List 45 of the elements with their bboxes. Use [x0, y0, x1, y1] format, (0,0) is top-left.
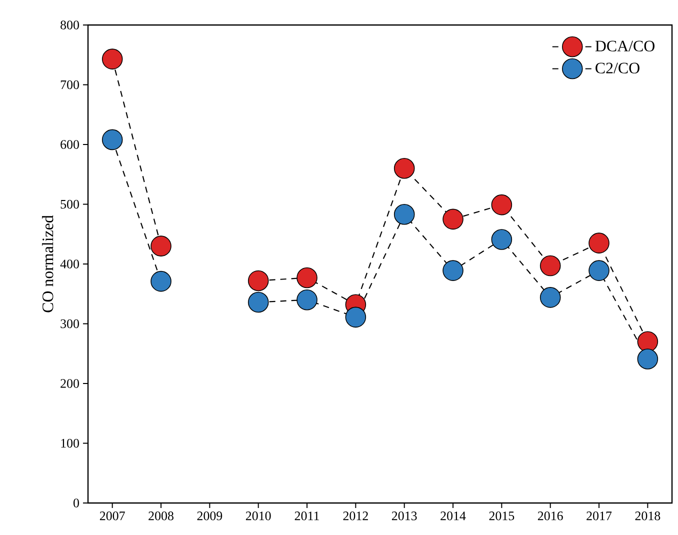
y-tick-label: 800 [60, 20, 79, 30]
point [248, 292, 269, 313]
point [491, 229, 512, 250]
point [102, 48, 123, 70]
point [588, 232, 610, 254]
x-tick-label: 2018 [635, 512, 660, 520]
x-tick-label: 2013 [392, 512, 417, 520]
x-tick-label: 2009 [197, 512, 222, 520]
point [150, 270, 172, 292]
point [345, 306, 366, 328]
y-tick-label: 0 [74, 498, 79, 508]
x-tick-label: 2007 [100, 512, 125, 520]
point [394, 158, 415, 179]
point [442, 260, 464, 281]
legend-label: C2/CO [596, 62, 640, 74]
y-tick-label: 400 [60, 260, 79, 268]
y-tick-label: 300 [60, 319, 79, 328]
y-tick-label: 500 [60, 200, 79, 209]
y-tick-label: 700 [60, 80, 79, 90]
point [102, 129, 123, 150]
point [150, 236, 172, 256]
point [637, 331, 658, 352]
x-tick-label: 2010 [246, 512, 271, 520]
point [637, 348, 658, 370]
point [588, 260, 610, 281]
x-tick-label: 2008 [148, 512, 174, 520]
point [248, 270, 269, 292]
point [394, 204, 415, 225]
point [296, 267, 318, 288]
x-tick-label: 2014 [440, 512, 466, 520]
x-tick-label: 2011 [294, 512, 319, 520]
point [540, 287, 561, 308]
x-tick-label: 2016 [538, 512, 563, 520]
point [540, 255, 561, 276]
point [491, 194, 512, 216]
x-tick-label: 2017 [586, 512, 612, 520]
y-tick-label: 600 [60, 140, 79, 149]
x-tick-label: 2015 [489, 512, 514, 520]
legend-label: DCA/CO [595, 40, 654, 52]
x-tick-label: 2012 [343, 512, 368, 520]
point [296, 289, 318, 310]
y-tick-label: 100 [61, 438, 79, 448]
y-axis-title: CO normalized [42, 215, 54, 312]
y-tick-label: 200 [60, 379, 79, 388]
point [442, 208, 464, 230]
